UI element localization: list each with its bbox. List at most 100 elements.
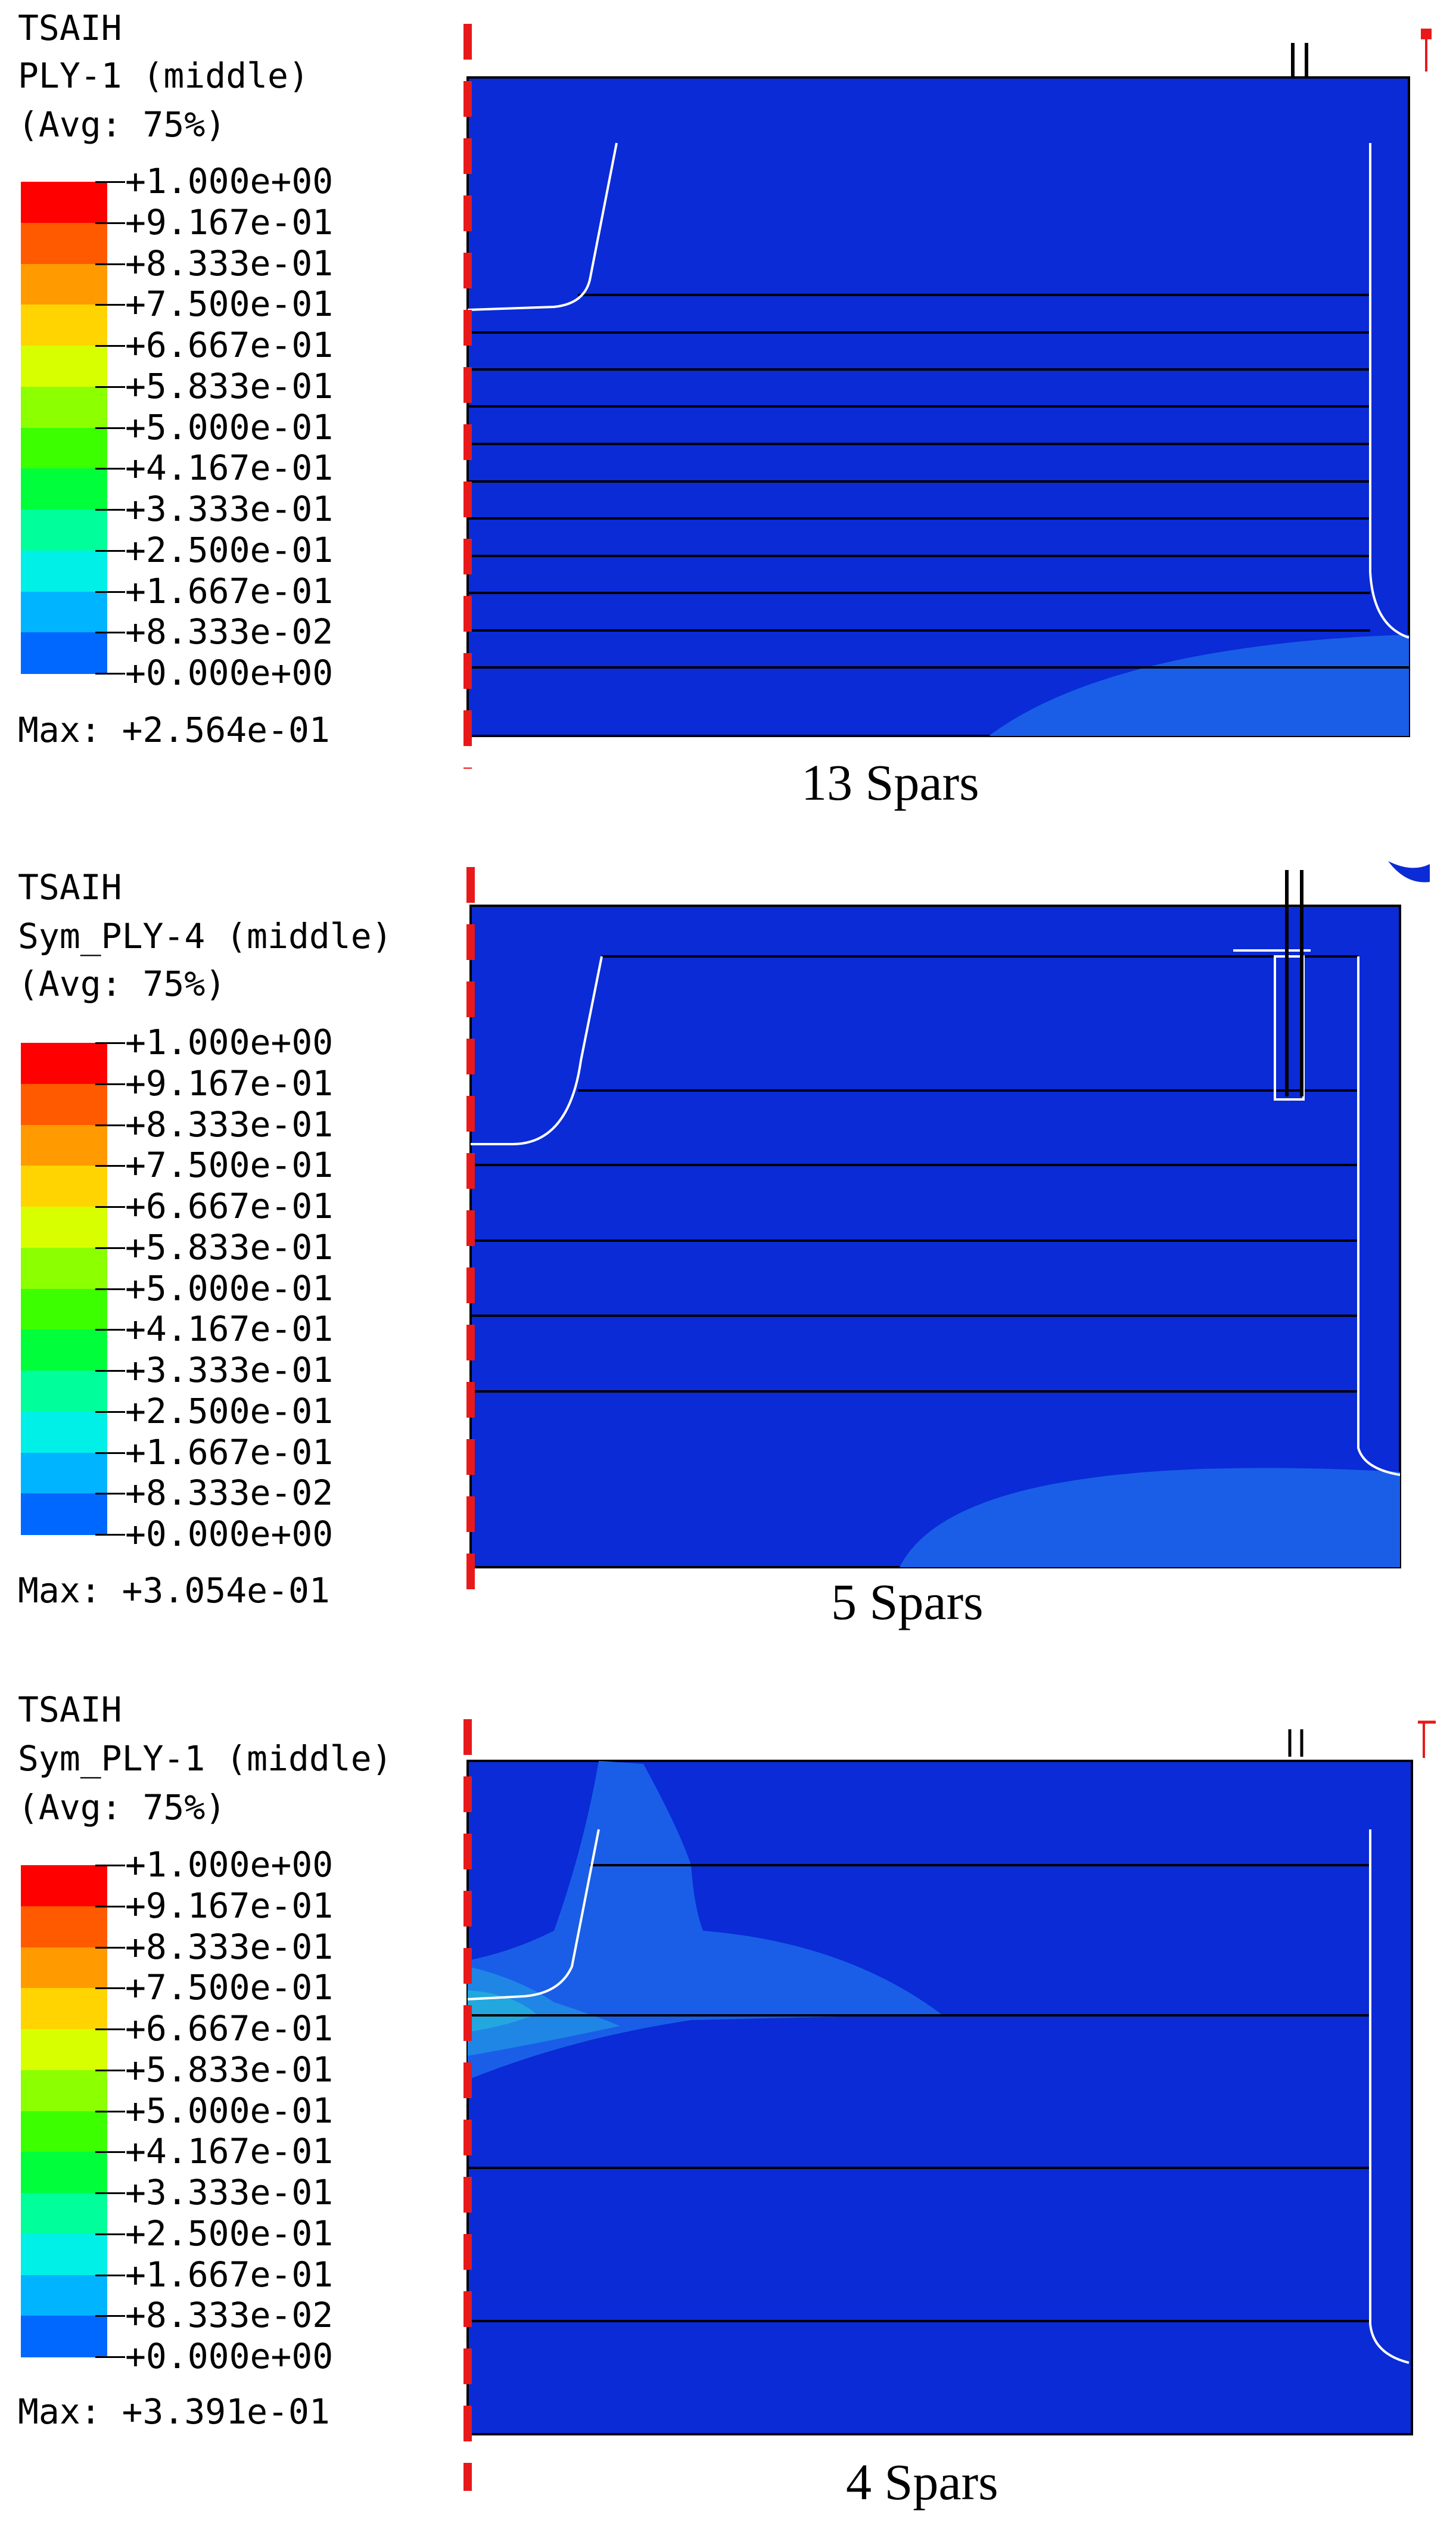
legend-averaging: (Avg: 75%) [18, 964, 226, 1004]
legend-swatch [21, 2275, 107, 2317]
legend-field: TSAIH [18, 867, 122, 908]
legend-tick [95, 181, 125, 183]
legend-tick-label: +9.167e-01 [125, 1062, 334, 1104]
legend-tick [95, 591, 125, 593]
legend-swatch [21, 1166, 107, 1207]
legend-swatch [21, 305, 107, 346]
legend-tick-label: +1.000e+00 [125, 1022, 334, 1062]
legend-tick-label: +5.000e-01 [125, 2090, 334, 2131]
corner-marker [1421, 29, 1432, 39]
legend-swatch [21, 1493, 107, 1535]
legend-tick [95, 2274, 125, 2276]
legend-tick [95, 263, 125, 265]
legend-swatch [21, 468, 107, 510]
legend-tick [95, 1124, 125, 1126]
legend-tick [95, 1329, 125, 1331]
boundary-marker [1291, 43, 1308, 76]
legend-swatch [21, 2111, 107, 2153]
figure-caption: 4 Spars [846, 2453, 998, 2511]
legend-tick-label: +8.333e-01 [125, 243, 334, 284]
max-value-label: Max: +3.391e-01 [18, 2391, 330, 2432]
legend-tick-label: +4.167e-01 [125, 1309, 334, 1350]
boundary-marker [1285, 870, 1303, 1096]
legend-tick [95, 1370, 125, 1372]
contour-region-lighter [468, 1966, 620, 2056]
panel-4-spars: TSAIH Sym_PLY-1 (middle) (Avg: 75%) +1.0… [0, 1669, 1456, 2529]
contour-plot [463, 1719, 1436, 2491]
legend-swatch [21, 1288, 107, 1331]
legend-swatch [21, 2193, 107, 2235]
legend-tick-label: +6.667e-01 [125, 1186, 334, 1226]
figure-caption: 5 Spars [831, 1573, 984, 1630]
legend-tick-label: +0.000e+00 [125, 2336, 334, 2376]
legend-tick-label: +3.333e-01 [125, 2172, 334, 2213]
leading-edge-curve [471, 956, 603, 1145]
legend-color-bar [21, 1865, 107, 2357]
legend-tick-label: +1.000e+00 [125, 1844, 334, 1885]
legend-tick [95, 673, 125, 675]
legend-swatch [21, 1865, 107, 1907]
legend-swatch [21, 509, 107, 551]
legend-swatch [21, 1947, 107, 1989]
legend-tick-label: +9.167e-01 [125, 201, 334, 243]
trailing-edge-curve [1369, 1829, 1410, 2364]
legend-tick [95, 345, 125, 347]
legend-swatch [21, 2316, 107, 2357]
legend-swatch [21, 386, 107, 428]
legend-swatch [21, 427, 107, 470]
legend-tick-label: +0.000e+00 [125, 653, 334, 693]
legend-swatch [21, 1411, 107, 1453]
contour-region-cyan [468, 1990, 536, 2032]
legend-tick [95, 222, 125, 224]
legend-tick [95, 2110, 125, 2112]
legend-tick [95, 2315, 125, 2317]
contour-plot [463, 24, 1432, 769]
legend-swatch [21, 2070, 107, 2112]
legend-swatch [21, 1083, 107, 1126]
legend-tick-label: +2.500e-01 [125, 2213, 334, 2254]
legend-tick [95, 1083, 125, 1085]
legend-tick [95, 468, 125, 470]
legend-swatch [21, 1329, 107, 1371]
legend-tick-label: +6.667e-01 [125, 2008, 334, 2049]
trailing-edge-curve [1369, 143, 1410, 639]
legend-tick [95, 386, 125, 388]
legend-tick-label: +5.000e-01 [125, 1267, 334, 1309]
legend-tick [95, 2069, 125, 2071]
legend-tick-label: +4.167e-01 [125, 448, 334, 489]
legend-swatch [21, 1124, 107, 1167]
legend-tick-label: +3.333e-01 [125, 489, 334, 529]
legend-swatch [21, 1988, 107, 2030]
legend-averaging: (Avg: 75%) [18, 104, 226, 145]
model-domain [469, 905, 1401, 1568]
legend-tick [95, 427, 125, 429]
legend-tick [95, 509, 125, 511]
spar-lines [468, 294, 1409, 669]
legend-tick-label: +5.833e-01 [125, 365, 334, 406]
legend-tick [95, 1042, 125, 1044]
legend-tick [95, 2151, 125, 2154]
legend-tick [95, 1410, 125, 1413]
legend-color-bar [21, 182, 107, 674]
legend-tick [95, 1206, 125, 1208]
legend-tick [95, 1534, 125, 1536]
legend-tick-label: +1.667e-01 [125, 1431, 334, 1472]
legend-swatch [21, 1906, 107, 1948]
legend-tick [95, 1165, 125, 1167]
max-value-label: Max: +3.054e-01 [18, 1570, 330, 1611]
legend-swatch [21, 2152, 107, 2194]
legend-swatch [21, 1452, 107, 1495]
max-value-label: Max: +2.564e-01 [18, 710, 330, 750]
legend-tick-label: +1.667e-01 [125, 570, 334, 611]
legend-tick [95, 632, 125, 634]
legend-tick-label: +5.833e-01 [125, 2049, 334, 2090]
legend-tick-label: +1.667e-01 [125, 2254, 334, 2295]
spar-lines [468, 1864, 1370, 2322]
legend-tick [95, 2192, 125, 2194]
legend-tick [95, 2233, 125, 2235]
legend-swatch [21, 1247, 107, 1290]
legend-swatch [21, 2233, 107, 2276]
legend-swatch [21, 632, 107, 674]
legend-tick [95, 1247, 125, 1249]
legend-averaging: (Avg: 75%) [18, 1787, 226, 1828]
